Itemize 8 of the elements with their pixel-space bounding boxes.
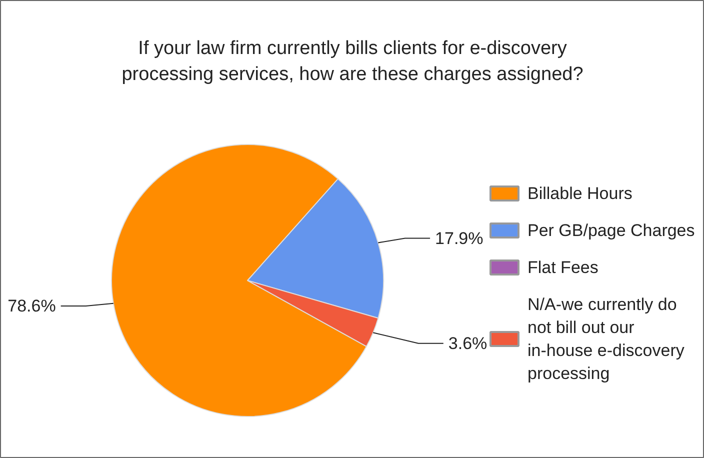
legend-label: Billable Hours xyxy=(528,184,632,203)
data-label: 78.6% xyxy=(8,296,56,316)
legend-label: Per GB/page Charges xyxy=(528,221,695,240)
legend-label: Flat Fees xyxy=(528,258,598,277)
chart-title: If your law firm currently bills clients for e-discovery processing services, how are these charges assigned? xyxy=(122,38,584,85)
data-label: 17.9% xyxy=(435,228,484,248)
data-label: 3.6% xyxy=(448,334,488,353)
legend-label: N/A-we currently do not bill out our in-house e-discovery processing xyxy=(528,295,685,383)
